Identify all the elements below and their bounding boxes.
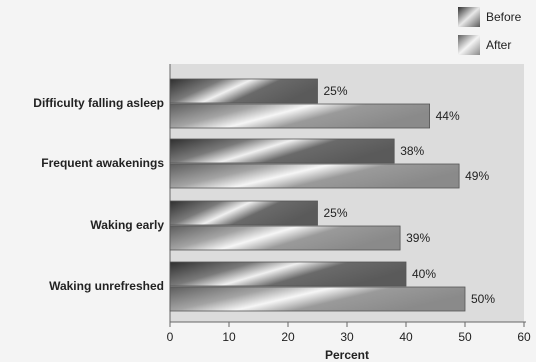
category-label: Waking early [90,218,164,232]
category-label: Frequent awakenings [41,156,164,170]
x-tick-label: 30 [340,330,354,344]
legend-label-after: After [486,38,511,52]
x-tick-label: 20 [281,330,295,344]
bar-value-label: 50% [471,292,495,306]
legend-label-before: Before [486,10,522,24]
bar-before [169,78,318,104]
x-tick-label: 10 [222,330,236,344]
category-labels: Difficulty falling asleep Frequent awaken… [33,96,164,293]
bar-before [169,261,407,287]
x-tick-label: 40 [399,330,413,344]
bar-after [169,225,401,251]
legend-swatch-after [458,35,480,55]
bar-value-label: 44% [436,109,460,123]
bar-before [169,200,318,226]
x-tick-label: 60 [517,330,531,344]
bar-value-label: 25% [324,206,348,220]
x-tick-label: 0 [167,330,174,344]
bars: 25% 38% 25% 40% 44% 49% 39% 50% [169,78,495,312]
category-label: Difficulty falling asleep [33,96,164,110]
category-label: Waking unrefreshed [49,279,164,293]
bar-value-label: 49% [465,169,489,183]
bar-value-label: 40% [412,267,436,281]
bar-after [169,163,460,189]
x-axis-ticks: 0 10 20 30 40 50 60 [167,322,531,344]
legend-swatch-before [458,7,480,27]
bar-after [169,286,466,312]
x-tick-label: 50 [458,330,472,344]
bar-value-label: 38% [400,144,424,158]
bar-value-label: 25% [324,84,348,98]
legend: Before After [458,7,522,55]
bar-before [169,138,395,164]
bar-after [169,103,431,129]
x-axis-title: Percent [325,348,369,362]
bar-value-label: 39% [406,231,430,245]
